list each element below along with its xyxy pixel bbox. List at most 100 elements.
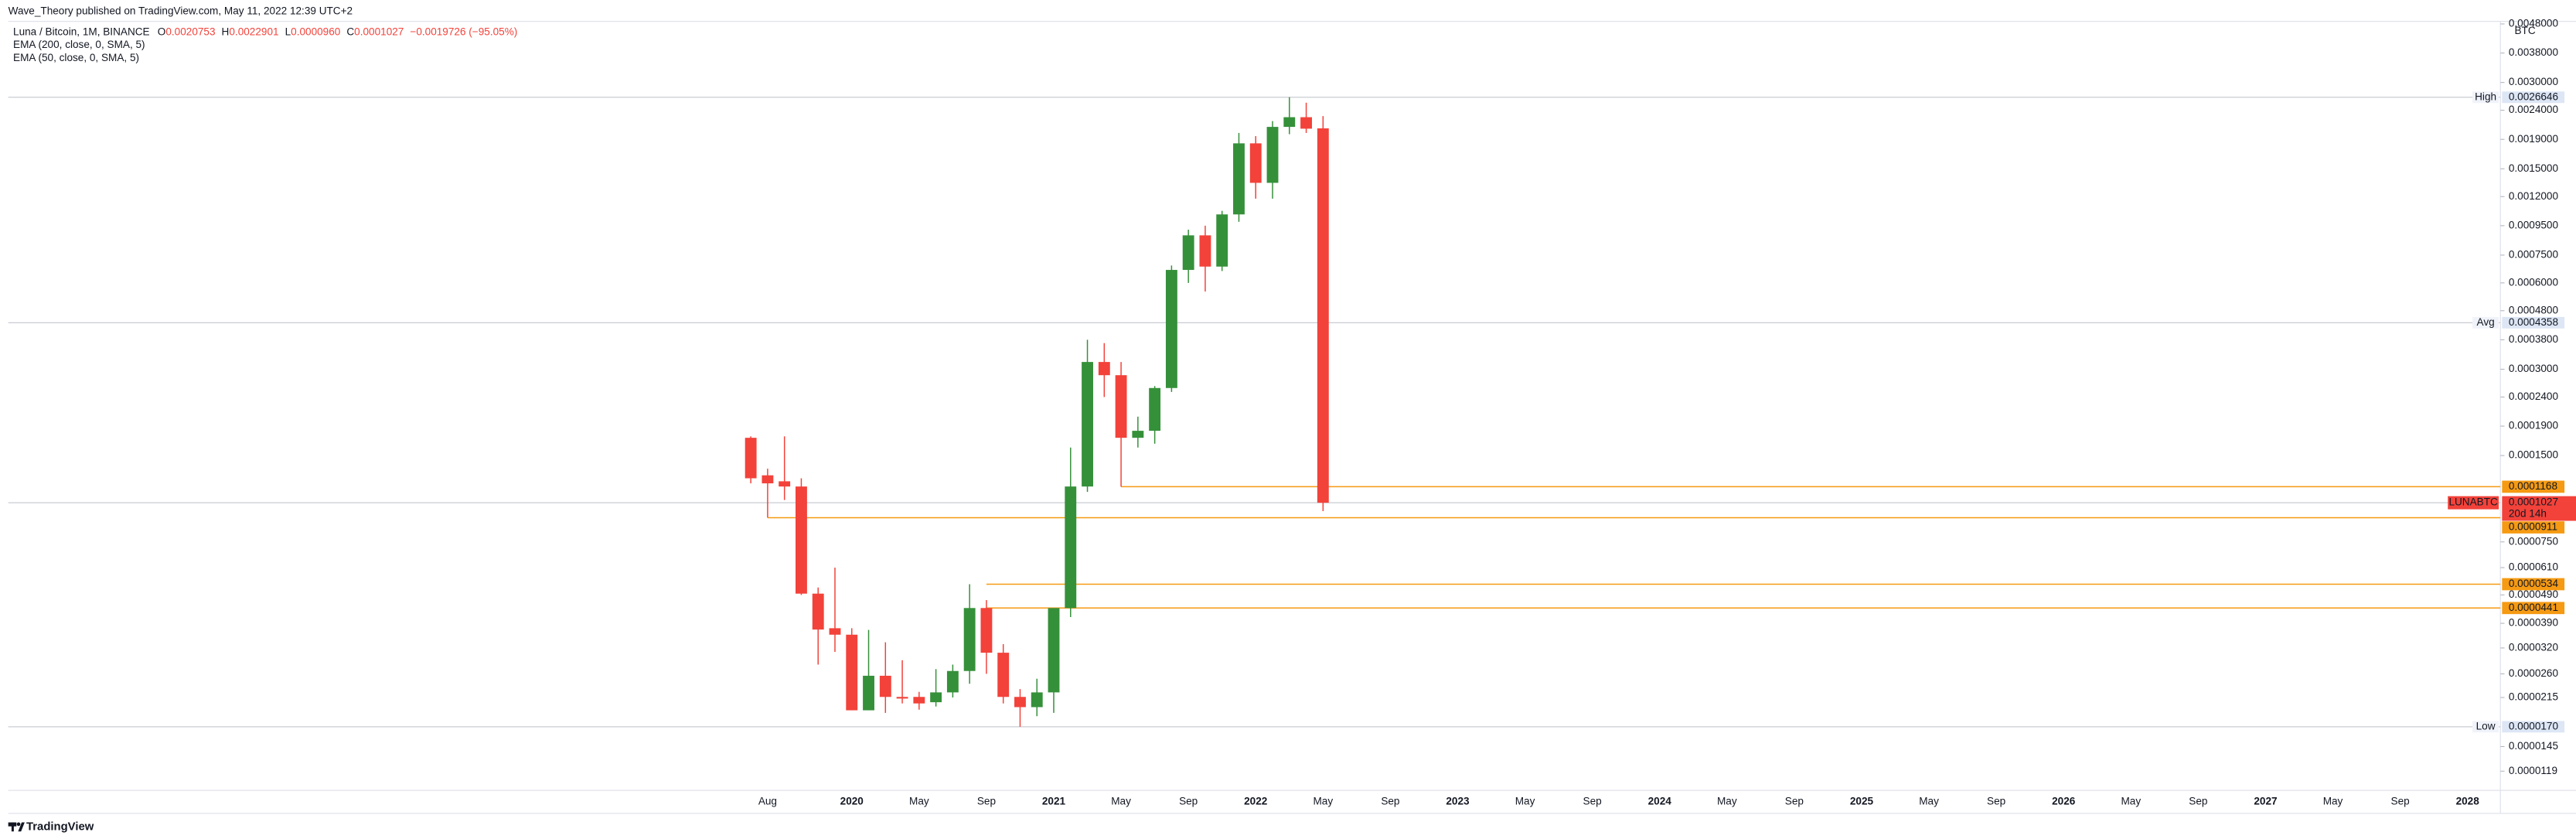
x-tick-label: 2021 (1042, 796, 1066, 807)
x-tick-label: 2027 (2254, 796, 2277, 807)
candle-body (812, 593, 824, 630)
x-tick-label: Sep (1785, 796, 1804, 807)
price-line-name: Low (2476, 720, 2496, 732)
level-box (2502, 578, 2565, 591)
indicator[interactable]: EMA (50, close, 0, SMA, 5) (13, 52, 139, 63)
candle-body (997, 653, 1010, 697)
x-tick-label: May (1919, 796, 1939, 807)
candle-body (1082, 362, 1093, 487)
last-price-box (2502, 496, 2576, 521)
ohlc-label: O (158, 26, 166, 37)
x-tick-label: 2026 (2052, 796, 2076, 807)
y-tick-label: 0.0030000 (2509, 76, 2559, 87)
candle-body (1132, 431, 1144, 438)
price-line-tag (2472, 91, 2499, 104)
y-tick-label: 0.0003800 (2509, 333, 2559, 345)
candle-body (980, 608, 993, 653)
candle-body (1165, 270, 1177, 388)
ohlc-label: C (346, 26, 354, 37)
y-tick-label: 0.0009500 (2509, 219, 2559, 230)
candle-body (846, 634, 858, 711)
price-line-name: High (2475, 90, 2496, 102)
candle-body (863, 675, 874, 711)
price-line-value: 0.0004358 (2509, 316, 2558, 328)
price-line-box (2502, 721, 2565, 733)
y-tick-label: 0.0002400 (2509, 391, 2559, 402)
y-tick-label: 0.0000119 (2509, 765, 2557, 776)
unit: BTC (2515, 25, 2536, 36)
price-line-value: 0.0026646 (2509, 90, 2558, 102)
candle-body (1283, 117, 1296, 128)
y-tick-label: 0.0000610 (2509, 561, 2559, 573)
candle-body (1199, 235, 1211, 267)
y-tick-label: 0.0019000 (2509, 133, 2559, 145)
ohlc-label: L (285, 26, 291, 37)
level-box (2502, 480, 2565, 493)
ohlc-value: 0.0000960 (291, 26, 341, 37)
x-tick-label: May (2121, 796, 2141, 807)
candle-body (946, 670, 959, 693)
countdown: 20d 14h (2509, 508, 2547, 520)
candle-body (930, 692, 942, 703)
x-tick-label: 2022 (1244, 796, 1268, 807)
candle-body (879, 675, 891, 697)
x-tick-label: May (1313, 796, 1333, 807)
candle-body (796, 486, 807, 594)
price-line-box (2502, 91, 2565, 104)
x-tick-label: 2023 (1446, 796, 1470, 807)
y-tick-label: 0.0001500 (2509, 449, 2559, 461)
candle-body (762, 475, 774, 484)
y-tick-label: 0.0000390 (2509, 617, 2559, 629)
x-tick-label: Sep (1381, 796, 1399, 807)
level-label: 0.0000534 (2509, 578, 2559, 589)
x-tick-label: 2025 (1850, 796, 1874, 807)
x-tick-label: Sep (2391, 796, 2410, 807)
x-tick-label: May (2323, 796, 2343, 807)
ohlc-value: 0.0020753 (165, 26, 215, 37)
candle-body (963, 608, 976, 671)
x-tick-label: May (909, 796, 929, 807)
brand[interactable]: TradingView (26, 820, 94, 833)
y-tick-label: 0.0024000 (2509, 104, 2559, 115)
candle-body (1249, 143, 1262, 183)
candle-body (1216, 214, 1228, 267)
y-tick-label: 0.0048000 (2509, 18, 2559, 29)
level-label: 0.0000441 (2509, 602, 2558, 613)
symbol: Luna / Bitcoin, 1M, BINANCE (13, 26, 150, 37)
x-tick-label: 2028 (2456, 796, 2480, 807)
x-tick-label: Sep (2189, 796, 2207, 807)
byline: Wave_Theory published on TradingView.com… (9, 5, 353, 16)
indicator[interactable]: EMA (200, close, 0, SMA, 5) (13, 39, 145, 50)
candle-body (913, 697, 925, 704)
candle-body (1031, 692, 1043, 708)
candle-body (1182, 235, 1194, 271)
ohlc-label: H (222, 26, 230, 37)
y-tick-label: 0.0000215 (2509, 691, 2558, 703)
candle-body (1115, 375, 1127, 438)
ohlc-value: 0.0001027 (354, 26, 404, 37)
brand-logo (8, 822, 25, 832)
price-line-name: Avg (2477, 316, 2495, 328)
candle-body (1014, 697, 1026, 708)
candle-body (1266, 127, 1279, 183)
y-tick-label: 0.0004800 (2509, 304, 2559, 315)
candle-body (1065, 486, 1077, 609)
x-tick-label: May (1515, 796, 1535, 807)
x-tick-label: 2024 (1648, 796, 1672, 807)
level-box (2502, 602, 2565, 615)
candle-body (1317, 128, 1329, 503)
x-tick-label: Sep (1583, 796, 1602, 807)
symbol-tag-text: LUNABTC (2448, 496, 2498, 508)
level-box (2502, 521, 2565, 534)
legend-line: Luna / Bitcoin, 1M, BINANCE O0.0020753 H… (13, 26, 517, 37)
price-line-box (2502, 316, 2565, 329)
x-tick-label: Sep (977, 796, 996, 807)
y-tick-label: 0.0003000 (2509, 363, 2559, 374)
y-tick-label: 0.0000320 (2509, 642, 2559, 653)
y-tick-label: 0.0000490 (2509, 588, 2559, 600)
x-tick-label: 2020 (840, 796, 864, 807)
x-tick-label: Sep (1179, 796, 1198, 807)
change: −0.0019726 (−95.05%) (410, 26, 517, 37)
